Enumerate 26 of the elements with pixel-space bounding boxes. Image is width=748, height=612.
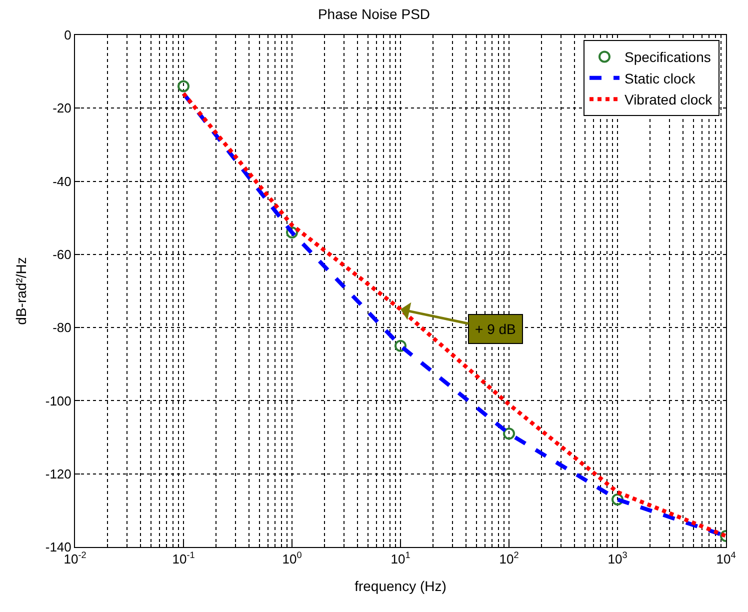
point <box>503 428 515 440</box>
point <box>394 340 406 352</box>
x-tick-label: 10$^{0}$ <box>282 550 302 567</box>
point <box>612 493 624 506</box>
x-tick-label: 10$^{1}$ <box>390 550 410 567</box>
x-axis-title: frequency (Hz) <box>354 578 446 594</box>
y-axis-title: dB-rad²/Hz <box>12 257 29 325</box>
y-tick-label: -40 <box>52 174 72 189</box>
point <box>286 226 298 238</box>
y-tick-label: -100 <box>45 393 72 408</box>
legend-label: Vibrated clock <box>624 92 714 108</box>
x-tick-label: 10$^{3}$ <box>608 550 628 567</box>
chart-title: Phase Noise PSD <box>318 6 430 22</box>
x-tick-label: 10$^{-1}$ <box>172 550 195 567</box>
point <box>178 80 190 92</box>
y-tick-label: 0 <box>64 28 72 43</box>
annotation: + 9 dB <box>475 321 516 337</box>
y-tick-label: -20 <box>52 100 72 116</box>
y-tick-label: -120 <box>45 466 72 482</box>
legend-label: Static clock <box>624 70 696 86</box>
y-tick-label: -60 <box>52 246 72 262</box>
x-tick-label: 10$^{4}$ <box>716 550 736 567</box>
x-tick-label: 10$^{2}$ <box>499 550 519 567</box>
y-tick-label: -80 <box>52 320 72 336</box>
y-tick-label: -140 <box>45 540 72 555</box>
legend-label: Specifications <box>624 49 711 66</box>
